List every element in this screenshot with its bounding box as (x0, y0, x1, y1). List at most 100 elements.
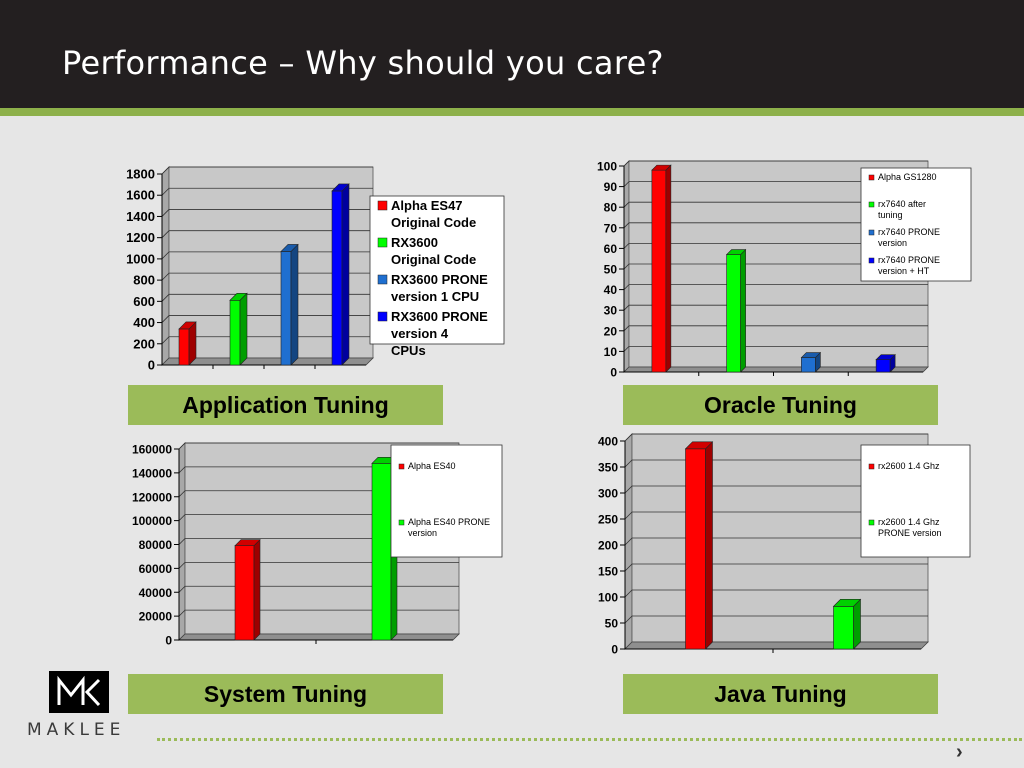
legend-swatch (868, 463, 875, 470)
bar-side (705, 441, 713, 650)
y-tick-label: 160000 (132, 443, 172, 457)
bar (280, 243, 299, 366)
gridline (624, 615, 928, 624)
caption-system-tuning: System Tuning (128, 674, 443, 714)
gridline (623, 242, 928, 249)
y-tick-label: 100 (597, 160, 617, 174)
gridline (161, 230, 373, 238)
bar-top (800, 352, 822, 358)
y-tick-label: 600 (133, 294, 155, 309)
y-tick-label: 90 (604, 180, 618, 194)
y-tick-label: 350 (598, 461, 618, 475)
bar-front (371, 463, 392, 641)
bar (800, 351, 822, 373)
gridline (161, 209, 373, 217)
bar-side (253, 538, 261, 641)
bar-top (229, 292, 248, 301)
bar-front (651, 169, 667, 373)
y-tick-label: 30 (604, 304, 618, 318)
y-tick-label: 40000 (139, 586, 173, 600)
bar (875, 353, 896, 373)
gridline (624, 459, 928, 468)
bar-top (178, 321, 197, 330)
gridline (178, 609, 459, 617)
y-tick-label: 1600 (126, 188, 155, 203)
y-tick-label: 50 (605, 617, 619, 631)
gridline (161, 251, 373, 260)
gridline (624, 485, 928, 494)
gridline (161, 272, 373, 281)
y-tick-label: 1400 (126, 209, 155, 224)
bar-front (229, 299, 241, 366)
next-slide-icon[interactable]: › (956, 741, 963, 763)
bar-side (290, 243, 299, 366)
gridline (623, 222, 928, 229)
y-tick-label: 400 (133, 315, 155, 330)
accent-rule (0, 108, 1024, 116)
bar-front (178, 328, 190, 366)
legend-label: Alpha ES47 Original Code (391, 198, 476, 230)
gridline (178, 585, 459, 593)
y-tick-label: 120000 (132, 490, 172, 504)
bar-top (280, 244, 299, 252)
y-tick-label: 50 (604, 263, 618, 277)
y-tick-label: 0 (611, 643, 618, 657)
title-bar: Performance – Why should you care? (0, 0, 1024, 108)
bar-side (740, 248, 746, 373)
bar (178, 321, 197, 366)
y-tick-label: 80 (604, 201, 618, 215)
bar-front (833, 606, 854, 650)
bar-side (665, 164, 672, 373)
gridline (623, 325, 928, 332)
legend-label: rx2600 1.4 Ghz PRONE version (878, 517, 942, 538)
bar (832, 598, 862, 650)
y-tick-label: 0 (148, 358, 155, 373)
y-tick-label: 100 (598, 591, 618, 605)
y-tick-label: 60 (604, 242, 618, 256)
bar-side (239, 292, 248, 366)
y-tick-label: 1800 (126, 167, 155, 182)
gridline (161, 336, 373, 345)
legend-label: RX3600 PRONE version 4 CPUs (391, 309, 488, 358)
bar-top (684, 441, 714, 450)
gridline (178, 490, 459, 498)
gridline (624, 433, 928, 442)
legend-label: rx2600 1.4 Ghz (878, 461, 940, 471)
gridline (178, 514, 459, 521)
legend-swatch (377, 311, 388, 322)
legend-label: Alpha ES40 (408, 461, 456, 471)
y-tick-label: 0 (610, 366, 617, 380)
footer-divider (157, 738, 1022, 741)
bar-front (331, 190, 343, 366)
legend-swatch (377, 237, 388, 248)
gridline (623, 160, 928, 167)
legend-label: RX3600 Original Code (391, 235, 476, 267)
gridline (624, 563, 928, 572)
gridline (624, 511, 928, 520)
plot-floor (178, 633, 460, 641)
bar (331, 183, 350, 366)
legend-swatch (868, 174, 875, 181)
y-tick-label: 140000 (132, 466, 172, 480)
y-tick-label: 80000 (139, 538, 173, 552)
gridline (624, 589, 928, 598)
legend-label: Alpha ES40 PRONE version (408, 517, 490, 538)
y-tick-label: 1200 (126, 230, 155, 245)
gridline (178, 466, 459, 474)
bar (229, 292, 248, 366)
y-tick-label: 60000 (139, 562, 173, 576)
y-tick-label: 40 (604, 283, 618, 297)
bar (684, 441, 714, 650)
bar-side (853, 598, 861, 650)
y-tick-label: 200 (133, 336, 155, 351)
gridline (623, 201, 928, 208)
legend-box (390, 444, 503, 558)
bar-front (875, 359, 891, 373)
bar-front (280, 251, 292, 366)
bar-top (875, 354, 896, 360)
gridline (178, 538, 459, 545)
caption-oracle-tuning: Oracle Tuning (623, 385, 938, 425)
y-tick-label: 400 (598, 435, 618, 449)
legend-box (860, 167, 972, 282)
